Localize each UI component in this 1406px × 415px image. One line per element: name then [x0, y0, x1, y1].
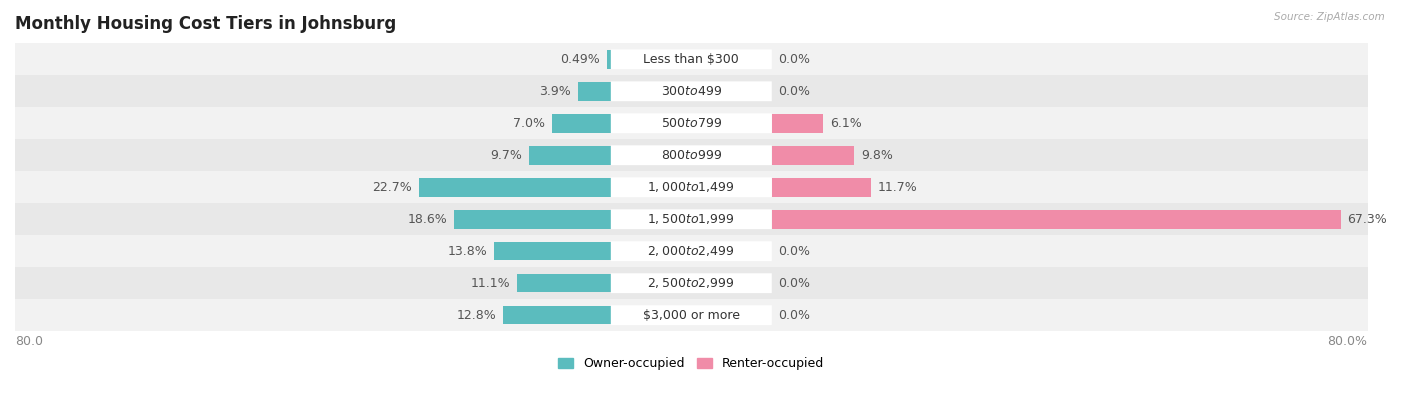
Text: 0.0%: 0.0%	[779, 309, 810, 322]
Text: $1,000 to $1,499: $1,000 to $1,499	[648, 180, 735, 194]
Text: $2,000 to $2,499: $2,000 to $2,499	[648, 244, 735, 258]
Bar	[503, 306, 612, 325]
Text: $3,000 or more: $3,000 or more	[643, 309, 740, 322]
Text: 13.8%: 13.8%	[449, 245, 488, 258]
Text: Less than $300: Less than $300	[644, 53, 740, 66]
Bar	[607, 50, 612, 68]
Text: 67.3%: 67.3%	[1347, 213, 1388, 226]
Bar	[454, 210, 612, 229]
Text: 3.9%: 3.9%	[540, 85, 571, 98]
Text: 11.7%: 11.7%	[877, 181, 917, 194]
Bar	[772, 146, 855, 164]
Text: 7.0%: 7.0%	[513, 117, 546, 130]
Text: 9.7%: 9.7%	[491, 149, 522, 162]
FancyBboxPatch shape	[610, 81, 772, 101]
Bar	[15, 235, 1368, 267]
Text: 18.6%: 18.6%	[408, 213, 447, 226]
FancyBboxPatch shape	[610, 241, 772, 261]
Text: $300 to $499: $300 to $499	[661, 85, 721, 98]
Bar	[15, 139, 1368, 171]
Bar	[772, 178, 870, 197]
Text: 0.0%: 0.0%	[779, 277, 810, 290]
Text: 9.8%: 9.8%	[862, 149, 893, 162]
Text: $500 to $799: $500 to $799	[661, 117, 721, 130]
Text: 11.1%: 11.1%	[471, 277, 510, 290]
Bar	[15, 267, 1368, 299]
Text: 0.0%: 0.0%	[779, 245, 810, 258]
FancyBboxPatch shape	[610, 113, 772, 133]
FancyBboxPatch shape	[610, 49, 772, 69]
Text: $800 to $999: $800 to $999	[661, 149, 721, 162]
Bar	[15, 43, 1368, 75]
FancyBboxPatch shape	[610, 273, 772, 293]
Legend: Owner-occupied, Renter-occupied: Owner-occupied, Renter-occupied	[553, 352, 830, 375]
Bar	[517, 274, 612, 293]
Bar	[578, 82, 612, 100]
Bar	[15, 203, 1368, 235]
FancyBboxPatch shape	[610, 209, 772, 229]
FancyBboxPatch shape	[610, 305, 772, 325]
Text: 6.1%: 6.1%	[830, 117, 862, 130]
FancyBboxPatch shape	[610, 177, 772, 197]
Bar	[551, 114, 612, 132]
Bar	[419, 178, 612, 197]
Text: 80.0%: 80.0%	[1327, 335, 1368, 348]
Text: $2,500 to $2,999: $2,500 to $2,999	[648, 276, 735, 290]
Text: 22.7%: 22.7%	[373, 181, 412, 194]
Bar	[772, 210, 1340, 229]
Bar	[15, 75, 1368, 107]
Bar	[15, 171, 1368, 203]
Text: 0.49%: 0.49%	[561, 53, 600, 66]
Text: 0.0%: 0.0%	[779, 85, 810, 98]
Bar	[15, 107, 1368, 139]
Text: $1,500 to $1,999: $1,500 to $1,999	[648, 212, 735, 226]
Bar	[529, 146, 612, 164]
Text: 80.0: 80.0	[15, 335, 44, 348]
Text: Source: ZipAtlas.com: Source: ZipAtlas.com	[1274, 12, 1385, 22]
Bar	[15, 299, 1368, 331]
Bar	[772, 114, 823, 132]
Text: 12.8%: 12.8%	[457, 309, 496, 322]
Text: Monthly Housing Cost Tiers in Johnsburg: Monthly Housing Cost Tiers in Johnsburg	[15, 15, 396, 33]
Text: 0.0%: 0.0%	[779, 53, 810, 66]
Bar	[495, 242, 612, 261]
FancyBboxPatch shape	[610, 145, 772, 165]
